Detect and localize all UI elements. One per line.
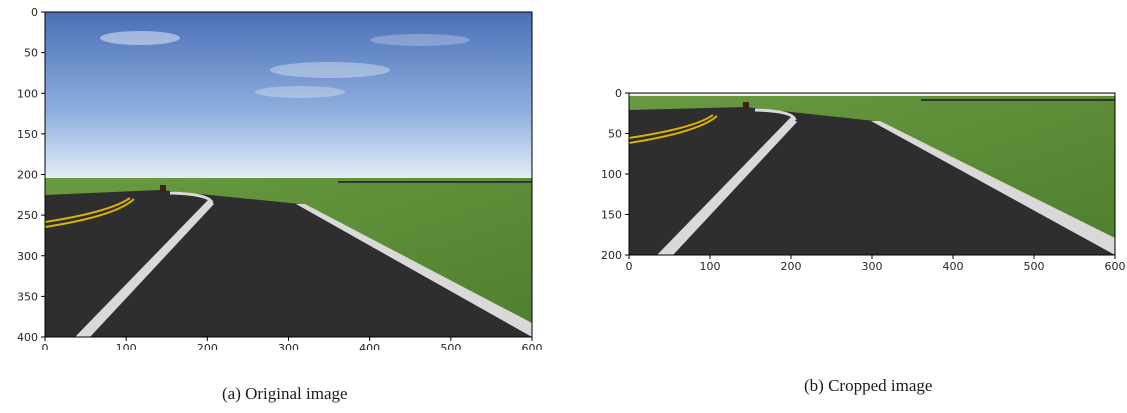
- cropped-x-axis: 0 100 200 300 400 500 600: [626, 255, 1126, 273]
- cropped-image-caption: (b) Cropped image: [804, 376, 933, 395]
- x-tick-label: 400: [943, 260, 964, 273]
- x-tick-label: 300: [278, 342, 299, 350]
- y-tick-label: 250: [17, 209, 38, 222]
- x-tick-label: 500: [1024, 260, 1045, 273]
- y-tick-label: 350: [17, 290, 38, 303]
- x-tick-label: 600: [1105, 260, 1126, 273]
- y-tick-label: 200: [17, 169, 38, 182]
- x-tick-label: 300: [862, 260, 883, 273]
- x-tick-label: 100: [116, 342, 137, 350]
- x-tick-label: 500: [440, 342, 461, 350]
- cropped-y-axis: 0 50 100 150 200: [601, 87, 629, 262]
- y-tick-label: 100: [17, 87, 38, 100]
- x-tick-label: 0: [626, 260, 633, 273]
- y-tick-label: 0: [31, 6, 38, 19]
- y-tick-label: 200: [601, 249, 622, 262]
- original-y-axis: 0 50 100 150 200 250 300 350 400: [17, 6, 45, 344]
- x-tick-label: 200: [197, 342, 218, 350]
- y-tick-label: 150: [17, 128, 38, 141]
- x-tick-label: 600: [522, 342, 543, 350]
- x-tick-label: 0: [42, 342, 49, 350]
- y-tick-label: 150: [601, 209, 622, 222]
- original-image-plot: 0 100 200 300 400 500 600 0 50 100 150 200 250 300 35…: [17, 6, 543, 350]
- x-tick-label: 100: [700, 260, 721, 273]
- y-tick-label: 0: [615, 87, 622, 100]
- y-tick-label: 300: [17, 250, 38, 263]
- y-tick-label: 50: [24, 47, 38, 60]
- original-photo: [45, 12, 532, 337]
- y-tick-label: 50: [608, 128, 622, 141]
- y-tick-label: 400: [17, 331, 38, 344]
- y-tick-label: 100: [601, 168, 622, 181]
- original-x-axis: 0 100 200 300 400 500 600: [42, 337, 543, 350]
- cropped-image-plot: 0 100 200 300 400 500 600 0 50 100 150 200: [601, 87, 1126, 273]
- x-tick-label: 200: [781, 260, 802, 273]
- cropped-photo: [629, 93, 1115, 255]
- x-tick-label: 400: [359, 342, 380, 350]
- original-image-caption: (a) Original image: [222, 384, 348, 403]
